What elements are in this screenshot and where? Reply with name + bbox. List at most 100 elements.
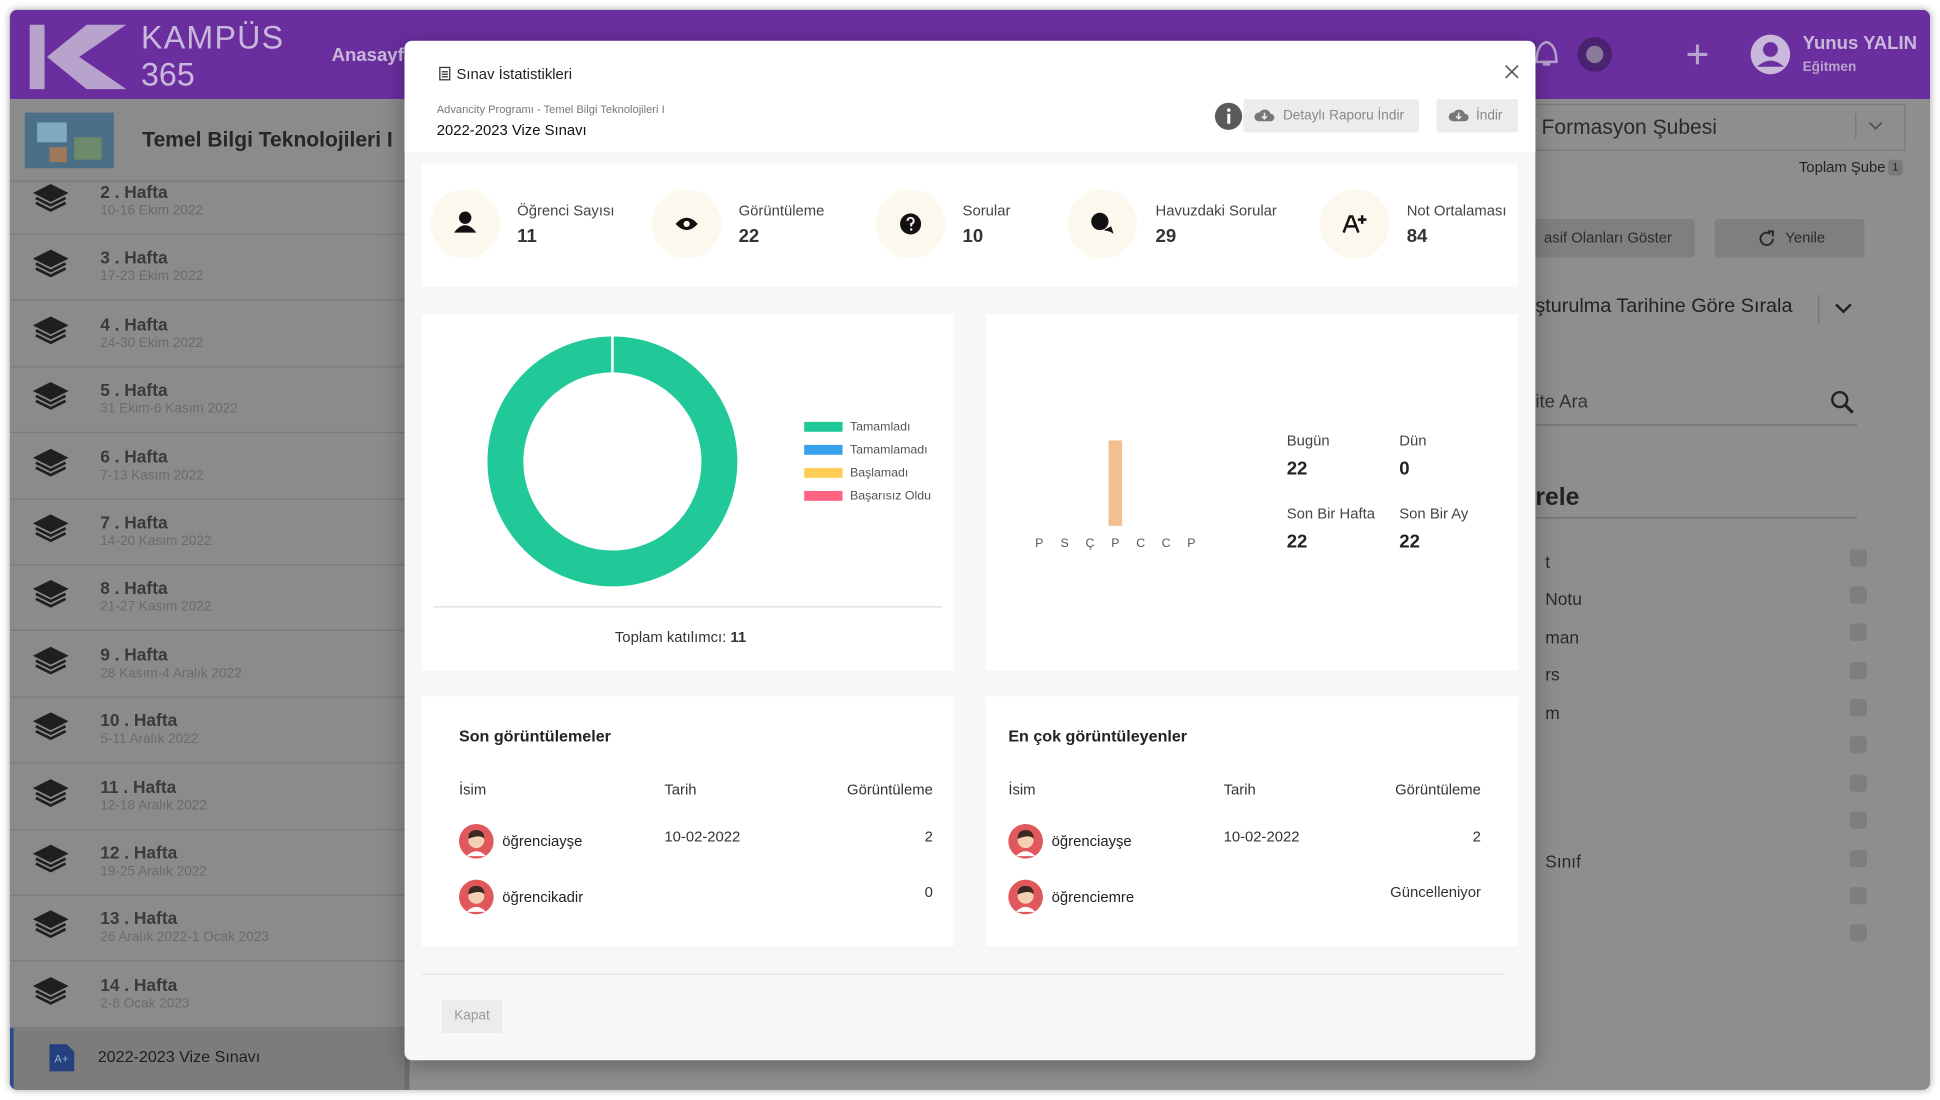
filter-checkbox[interactable]	[1849, 586, 1867, 604]
week-title[interactable]: 10 . Hafta	[100, 710, 178, 731]
week-icon-layer	[35, 928, 67, 939]
week-title[interactable]: 3 . Hafta	[100, 247, 168, 268]
week-icon-layer	[32, 712, 69, 731]
filter-item: Notu	[1545, 588, 1582, 609]
avatar	[1008, 879, 1043, 915]
avatar-hair	[468, 885, 485, 895]
icon-part	[1342, 215, 1360, 234]
top-card	[986, 696, 1519, 947]
icon-part	[683, 220, 690, 228]
week-separator	[9, 960, 405, 962]
week-title[interactable]: 6 . Hafta	[100, 446, 168, 466]
week-dates: 31 Ekim-6 Kasım 2022	[100, 401, 238, 417]
nav-link[interactable]: Anasayfa	[331, 45, 415, 67]
avatar-hair	[1017, 885, 1034, 895]
week-icon-layer	[32, 844, 69, 863]
week-icon	[32, 316, 69, 344]
filter-checkbox[interactable]	[1849, 736, 1867, 754]
legend-swatch	[804, 490, 843, 501]
week-title[interactable]: 2 . Hafta	[100, 181, 168, 202]
week-separator	[9, 365, 405, 368]
week-icon-layer	[32, 910, 69, 929]
filter-checkbox[interactable]	[1849, 549, 1867, 567]
filter-checkbox[interactable]	[1849, 849, 1867, 868]
week-title[interactable]: 14 . Hafta	[100, 974, 178, 995]
week-icon	[32, 646, 69, 675]
info-icon[interactable]	[1214, 102, 1243, 130]
filter-checkbox[interactable]	[1849, 887, 1867, 905]
logo-text: KAMPÜS	[141, 18, 285, 56]
legend-label: Başlamadı	[850, 466, 908, 480]
avatar-hair	[468, 830, 485, 839]
week-title[interactable]: 13 . Hafta	[100, 908, 178, 929]
total-branch-label: Toplam Şube	[1798, 158, 1886, 176]
row-views: 0	[924, 883, 933, 901]
week-icon-layer	[35, 664, 67, 675]
icon-part	[1357, 215, 1367, 224]
filter-item: man	[1545, 627, 1579, 648]
close-icon[interactable]	[1505, 65, 1519, 79]
filter-item: Sınıf	[1545, 851, 1581, 871]
week-separator	[9, 498, 405, 500]
exam-title[interactable]: 2022-2023 Vize Sınavı	[97, 1047, 261, 1066]
week-title[interactable]: 11 . Hafta	[100, 776, 177, 797]
week-title[interactable]: 9 . Hafta	[100, 644, 168, 665]
filter-checkbox[interactable]	[1849, 699, 1867, 717]
filter-checkbox[interactable]	[1849, 661, 1867, 680]
week-separator	[9, 564, 405, 566]
x-tick-label: P	[1035, 536, 1043, 550]
show-passive-button[interactable]	[1525, 218, 1695, 258]
week-title[interactable]: 7 . Hafta	[100, 512, 168, 532]
filter-checkbox[interactable]	[1849, 623, 1867, 641]
filter-title: rele	[1535, 483, 1580, 511]
row-views: Güncelleniyor	[1390, 883, 1481, 901]
legend-swatch	[804, 444, 843, 455]
week-title[interactable]: 5 . Hafta	[100, 380, 168, 400]
exam-item[interactable]	[9, 1028, 409, 1090]
week-icon-layer	[32, 514, 69, 533]
completion-chart: Tamamladı Tamamlamadı Başlamadı Başarısız O…	[487, 335, 931, 587]
filter-checkbox[interactable]	[1849, 774, 1867, 792]
user-role: Eğitmen	[1802, 60, 1857, 75]
filter-checkbox[interactable]	[1849, 924, 1867, 942]
stat-label: Görüntüleme	[738, 201, 825, 219]
row-name: öğrencikadir	[502, 888, 584, 906]
branch-select[interactable]	[1525, 103, 1906, 151]
filter-item: t	[1545, 551, 1551, 572]
week-dates: 19-25 Aralık 2022	[100, 864, 207, 880]
search-input[interactable]: ite Ara	[1535, 391, 1588, 413]
summary-value: 22	[1399, 531, 1420, 553]
summary-value: 22	[1286, 458, 1308, 480]
x-tick-label: C	[1162, 536, 1171, 550]
week-title[interactable]: 12 . Hafta	[100, 842, 178, 863]
week-icon-layer	[35, 593, 67, 604]
close-button[interactable]: Kapat	[441, 999, 503, 1034]
avatar-body	[466, 851, 487, 857]
icon-part	[909, 228, 913, 231]
total-value: 11	[730, 628, 747, 646]
week-dates: 14-20 Kasım 2022	[100, 533, 212, 549]
footer-divider	[421, 973, 1506, 975]
week-icon	[32, 580, 69, 609]
refresh-button[interactable]	[1714, 218, 1865, 258]
week-title[interactable]: 4 . Hafta	[100, 313, 168, 334]
week-icon-layer	[32, 184, 69, 202]
avatar	[459, 879, 494, 915]
week-icon-layer	[35, 527, 67, 538]
stat-label: Sorular	[962, 201, 1011, 219]
select-arrow	[1855, 113, 1883, 139]
week-dates: 5-11 Aralık 2022	[100, 732, 199, 747]
week-separator	[9, 299, 405, 302]
week-icon-layer	[35, 791, 67, 802]
sort-select[interactable]: şturulma Tarihine Göre Sırala	[1535, 295, 1793, 317]
summary-label: Son Bir Hafta	[1286, 504, 1375, 523]
week-title[interactable]: 8 . Hafta	[100, 578, 168, 599]
logo-sub: 365	[141, 55, 195, 93]
week-dates: 21-27 Kasım 2022	[100, 599, 212, 615]
legend-swatch	[804, 421, 843, 432]
x-tick-label: P	[1111, 536, 1119, 550]
filter-checkbox[interactable]	[1849, 811, 1867, 829]
search-icon[interactable]	[1831, 390, 1856, 416]
cloud-icon	[1448, 109, 1469, 122]
breadcrumb: Advancity Programı - Temel Bilgi Teknolo…	[436, 103, 665, 116]
